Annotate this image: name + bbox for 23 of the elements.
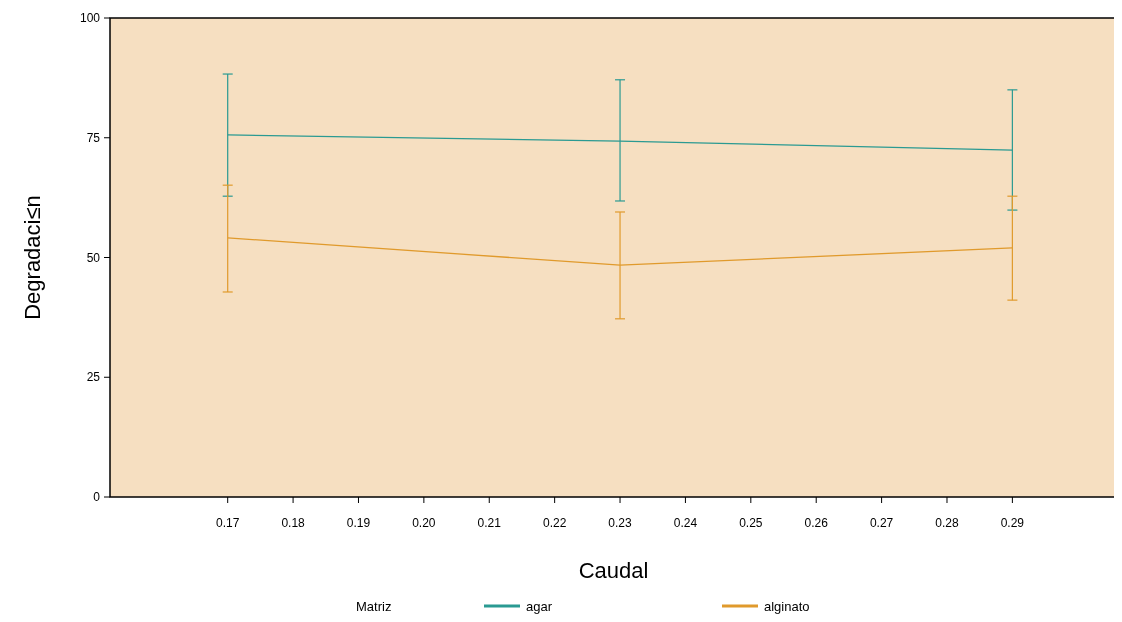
legend-label: alginato [764, 599, 810, 614]
y-tick-label: 100 [79, 11, 101, 26]
y-tick-label: 0 [93, 490, 101, 505]
x-tick-label: 0.24 [673, 516, 698, 530]
x-tick-label: 0.26 [804, 516, 829, 530]
x-tick-label: 0.21 [477, 516, 502, 530]
x-tick-label: 0.25 [739, 516, 763, 530]
x-tick-label: 0.23 [608, 516, 633, 530]
x-tick-label: 0.27 [869, 516, 894, 530]
x-tick-label: 0.28 [935, 516, 959, 530]
y-tick-label: 25 [86, 370, 101, 385]
y-tick-label: 75 [86, 130, 101, 145]
legend-label: agar [526, 599, 553, 614]
x-tick-label: 0.17 [216, 516, 240, 530]
x-axis-title: Caudal [578, 558, 649, 583]
legend-title: Matriz [356, 599, 392, 614]
x-tick-label: 0.18 [281, 516, 306, 530]
x-tick-label: 0.29 [1000, 516, 1025, 530]
x-tick-label: 0.22 [542, 516, 567, 530]
y-axis-title: Degradaci≤n [20, 195, 45, 320]
x-tick-label: 0.20 [412, 516, 436, 530]
y-tick-label: 50 [86, 250, 101, 265]
x-tick-label: 0.19 [346, 516, 371, 530]
